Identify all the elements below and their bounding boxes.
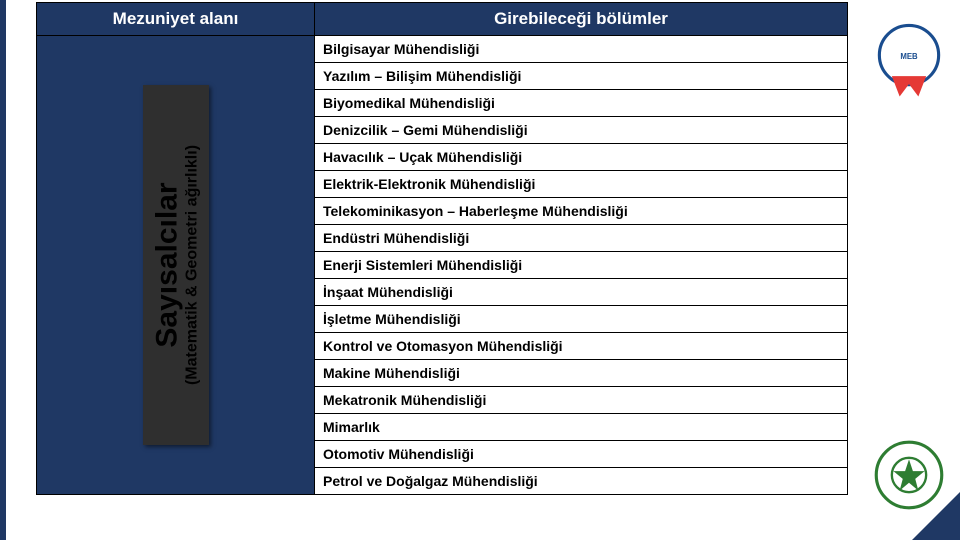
table-row: Kontrol ve Otomasyon Mühendisliği <box>315 333 848 360</box>
category-subtitle: (Matematik & Geometri ağırlıklı) <box>182 145 200 385</box>
table-row: Denizcilik – Gemi Mühendisliği <box>315 117 848 144</box>
table-row: Petrol ve Doğalgaz Mühendisliği <box>315 468 848 495</box>
table-row: Mekatronik Mühendisliği <box>315 387 848 414</box>
svg-text:MEB: MEB <box>900 52 918 61</box>
meb-logo-icon: MEB <box>870 20 948 98</box>
table-row: Makine Mühendisliği <box>315 360 848 387</box>
table-row: Yazılım – Bilişim Mühendisliği <box>315 63 848 90</box>
table-row: İnşaat Mühendisliği <box>315 279 848 306</box>
category-title: Sayısalcılar <box>151 145 183 385</box>
table-row: Elektrik-Elektronik Mühendisliği <box>315 171 848 198</box>
table-row: Enerji Sistemleri Mühendisliği <box>315 252 848 279</box>
table-row: Bilgisayar Mühendisliği <box>315 36 848 63</box>
category-label: Sayısalcılar (Matematik & Geometri ağırl… <box>151 145 201 385</box>
table-row: Endüstri Mühendisliği <box>315 225 848 252</box>
ram-logo-icon <box>870 436 948 514</box>
header-col2: Girebileceği bölümler <box>315 3 848 36</box>
category-cell: Sayısalcılar (Matematik & Geometri ağırl… <box>37 36 315 495</box>
table-row: Havacılık – Uçak Mühendisliği <box>315 144 848 171</box>
table-row: Mimarlık <box>315 414 848 441</box>
table-row: Otomotiv Mühendisliği <box>315 441 848 468</box>
table-row: Telekominikasyon – Haberleşme Mühendisli… <box>315 198 848 225</box>
table-row: İşletme Mühendisliği <box>315 306 848 333</box>
departments-table: Mezuniyet alanı Girebileceği bölümler Sa… <box>36 2 848 495</box>
header-col1: Mezuniyet alanı <box>37 3 315 36</box>
table-row: Biyomedikal Mühendisliği <box>315 90 848 117</box>
slide: Mezuniyet alanı Girebileceği bölümler Sa… <box>0 0 960 540</box>
left-accent-bar <box>0 0 6 540</box>
